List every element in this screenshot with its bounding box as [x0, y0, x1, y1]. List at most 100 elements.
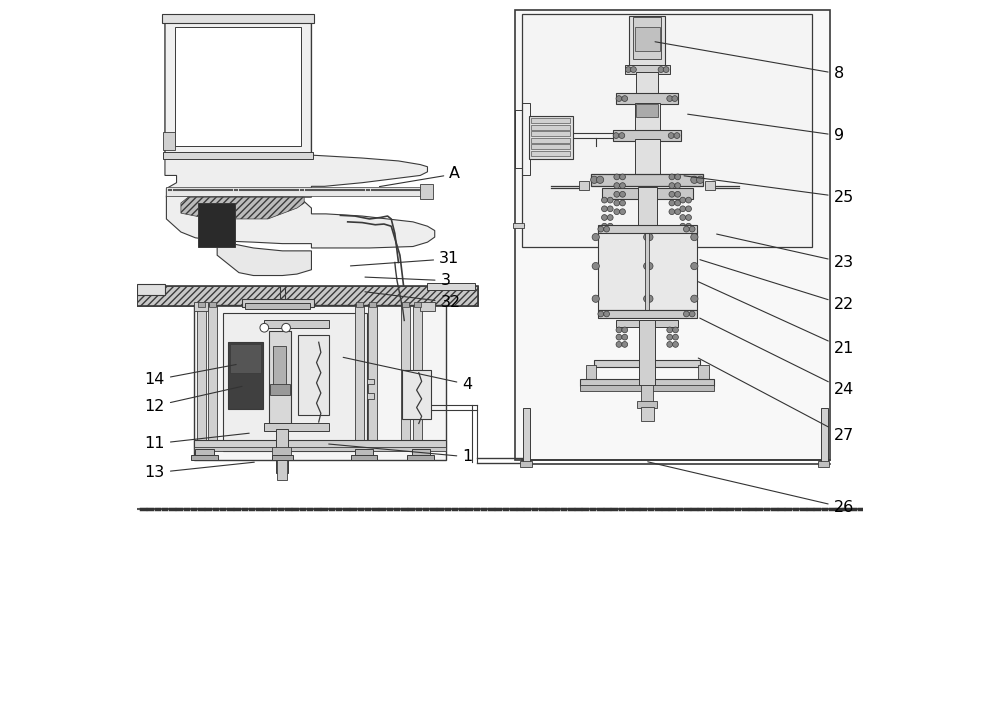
Circle shape [668, 132, 674, 138]
Circle shape [680, 206, 686, 212]
Circle shape [591, 176, 598, 183]
Circle shape [607, 206, 613, 212]
Circle shape [646, 295, 653, 302]
Bar [355, 449, 373, 456]
Circle shape [644, 295, 651, 302]
Bar [616, 320, 678, 327]
Bar [230, 344, 261, 373]
Circle shape [607, 215, 613, 221]
Bar [520, 461, 532, 467]
Bar [641, 407, 654, 422]
Bar [413, 304, 422, 450]
Circle shape [614, 183, 620, 189]
Bar [414, 302, 421, 306]
Circle shape [673, 341, 678, 347]
Polygon shape [165, 155, 427, 197]
Circle shape [598, 226, 604, 232]
Circle shape [658, 67, 664, 73]
Circle shape [673, 327, 678, 333]
Circle shape [675, 200, 681, 206]
Circle shape [614, 209, 620, 215]
Circle shape [646, 234, 653, 241]
Text: 13: 13 [145, 462, 254, 480]
Text: 4: 4 [343, 357, 472, 392]
Circle shape [669, 174, 675, 180]
Text: 24: 24 [700, 318, 854, 397]
Circle shape [646, 263, 653, 269]
Bar [580, 385, 714, 391]
Circle shape [644, 234, 651, 241]
Text: 32: 32 [365, 292, 461, 310]
Text: 9: 9 [688, 114, 844, 143]
Bar [635, 27, 660, 52]
Bar [522, 103, 530, 175]
Circle shape [667, 341, 673, 347]
Bar [351, 455, 377, 460]
Circle shape [675, 183, 681, 189]
Circle shape [669, 200, 675, 206]
Bar [273, 346, 286, 386]
Bar [529, 116, 573, 159]
Circle shape [596, 176, 604, 183]
Bar [402, 370, 431, 419]
Bar [625, 66, 670, 74]
Bar [531, 151, 570, 156]
Bar [613, 130, 681, 141]
Circle shape [667, 95, 673, 101]
Bar [636, 104, 658, 117]
Circle shape [669, 209, 675, 215]
Bar [208, 304, 217, 450]
Circle shape [614, 191, 620, 197]
Bar [137, 284, 165, 295]
Bar [163, 152, 313, 159]
Circle shape [622, 334, 628, 340]
Text: 31: 31 [350, 251, 459, 266]
Circle shape [622, 95, 628, 101]
Circle shape [675, 174, 681, 180]
Bar [198, 203, 235, 247]
Bar [197, 304, 206, 450]
Bar [635, 103, 660, 132]
Bar [594, 360, 700, 367]
Bar [191, 455, 218, 460]
Circle shape [620, 200, 625, 206]
Circle shape [598, 311, 604, 317]
Circle shape [616, 95, 622, 101]
Circle shape [686, 206, 691, 212]
Bar [276, 430, 288, 472]
Circle shape [691, 176, 698, 183]
Circle shape [669, 191, 675, 197]
Bar [402, 302, 409, 306]
Circle shape [683, 226, 689, 232]
Text: 27: 27 [698, 358, 854, 443]
Circle shape [622, 327, 628, 333]
Bar [598, 225, 697, 234]
Bar [242, 298, 314, 307]
Polygon shape [181, 197, 304, 219]
Bar [194, 302, 208, 311]
Circle shape [673, 334, 678, 340]
Circle shape [260, 323, 269, 332]
Bar [407, 455, 434, 460]
Bar [591, 174, 703, 186]
Bar [531, 138, 570, 143]
Polygon shape [165, 20, 311, 155]
Bar [579, 181, 589, 190]
Circle shape [625, 67, 631, 73]
Bar [194, 440, 446, 449]
Circle shape [667, 334, 673, 340]
Bar [420, 184, 433, 199]
Text: 21: 21 [698, 282, 854, 355]
Bar [633, 17, 661, 60]
Circle shape [683, 311, 689, 317]
Bar [705, 181, 715, 190]
Circle shape [592, 234, 599, 241]
Bar [638, 187, 657, 231]
Bar [598, 309, 697, 318]
Bar [821, 408, 828, 462]
Bar [531, 131, 570, 136]
Circle shape [672, 95, 678, 101]
Circle shape [620, 183, 625, 189]
Bar [194, 304, 446, 460]
Bar [598, 230, 649, 309]
